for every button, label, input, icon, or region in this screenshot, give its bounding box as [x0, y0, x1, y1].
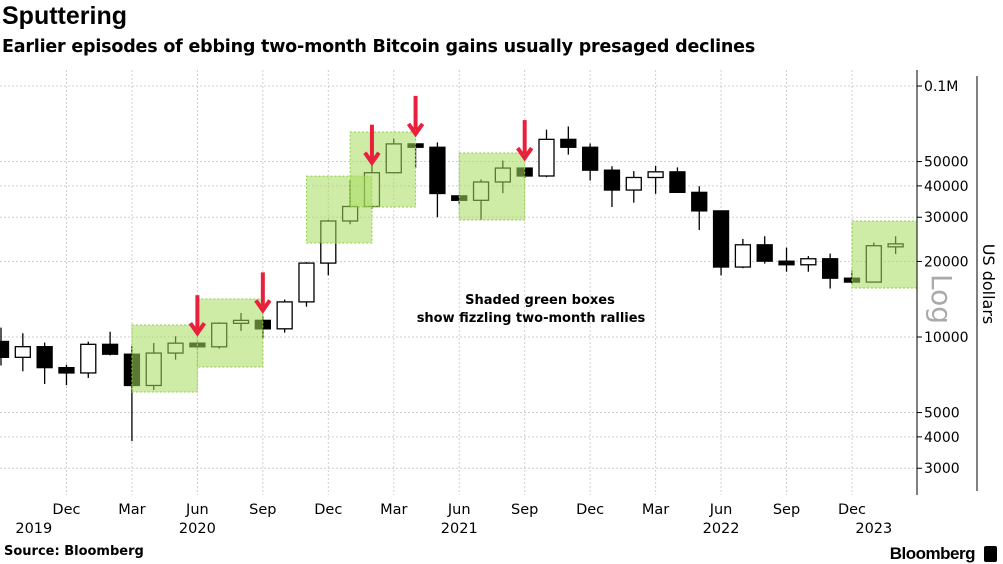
shaded-box — [458, 152, 526, 221]
candle-body — [538, 138, 555, 177]
bloomberg-logo-icon — [984, 546, 997, 562]
candle-body — [581, 146, 599, 171]
x-year-label: 2021 — [441, 521, 478, 537]
x-tick-label: Sep — [249, 502, 276, 518]
candle-body — [734, 244, 752, 268]
source-note: Source: Bloomberg — [4, 544, 144, 559]
x-tick-label: Jun — [709, 502, 733, 518]
candle-body — [298, 262, 315, 303]
candle-body — [58, 366, 75, 374]
chart-title: Sputtering — [2, 2, 127, 30]
candle-body — [800, 258, 817, 266]
x-tick-label: Mar — [380, 502, 407, 518]
x-tick-label: Dec — [838, 502, 866, 518]
annotation-line-2: show fizzling two-month rallies — [417, 311, 646, 326]
candle-body — [603, 169, 621, 191]
x-axis: Dec Mar Jun Sep Dec Mar Jun Sep Dec Mar Jun Sep Dec2… — [15, 502, 892, 537]
candle-body — [0, 340, 10, 358]
candle-body — [276, 301, 293, 330]
candle-body — [80, 343, 97, 374]
y-axis-label: US dollars — [979, 244, 998, 325]
gridlines — [0, 70, 917, 495]
shaded-box — [349, 131, 417, 208]
x-tick-label: Mar — [642, 502, 669, 518]
shaded-box — [851, 220, 918, 289]
x-tick-label: Jun — [185, 502, 209, 518]
arrow-head — [516, 146, 534, 162]
x-tick-label: Dec — [576, 502, 604, 518]
x-year-label: 2023 — [855, 521, 892, 537]
shaded-box — [196, 298, 264, 368]
arrow-head — [363, 151, 381, 167]
candle-body — [14, 346, 31, 358]
x-year-label: 2019 — [15, 521, 52, 537]
candle-body — [778, 260, 795, 266]
y-tick-label: 20000 — [924, 254, 969, 270]
x-tick-label: Jun — [447, 502, 471, 518]
arrow-head — [188, 322, 207, 337]
x-tick-label: Dec — [52, 502, 80, 518]
arrows — [188, 95, 534, 337]
candle-body — [625, 176, 642, 191]
candle-body — [756, 244, 773, 262]
x-tick-label: Sep — [773, 502, 800, 518]
shaded-box — [131, 324, 198, 393]
y-tick-label: 40000 — [924, 179, 969, 195]
y-tick-label: 30000 — [924, 210, 969, 226]
x-year-label: 2020 — [179, 521, 216, 537]
candle-body — [36, 346, 53, 369]
candle-body — [429, 146, 446, 195]
y-tick-label: 10000 — [924, 330, 969, 346]
bloomberg-logo: Bloomberg — [889, 544, 976, 563]
candle-body — [101, 343, 119, 355]
log-scale-label: Log — [925, 274, 958, 324]
candle-body — [691, 191, 708, 212]
chart-subtitle: Earlier episodes of ebbing two-month Bit… — [2, 37, 756, 57]
arrow-head — [254, 299, 272, 314]
x-year-label: 2022 — [703, 521, 740, 537]
candle-body — [822, 258, 839, 279]
y-tick-label: 4000 — [924, 430, 960, 446]
x-tick-label: Mar — [118, 502, 145, 518]
candles — [0, 126, 904, 442]
y-tick-label: 5000 — [924, 406, 960, 422]
shaded-boxes — [131, 131, 918, 393]
y-tick-label: 3000 — [924, 461, 960, 477]
candle-body — [647, 171, 664, 179]
annotation-line-1: Shaded green boxes — [465, 293, 615, 308]
candle-body — [712, 210, 730, 268]
candle-body — [669, 171, 686, 193]
y-axis: 0.1M 50000 40000 30000 20000 10000 5000 4000 300… — [916, 70, 969, 495]
arrow-head — [406, 122, 425, 138]
x-tick-label: Sep — [511, 502, 538, 518]
y-tick-label: 0.1M — [924, 79, 958, 95]
candle-body — [560, 138, 577, 148]
y-tick-label: 50000 — [924, 155, 969, 171]
x-tick-label: Dec — [314, 502, 342, 518]
